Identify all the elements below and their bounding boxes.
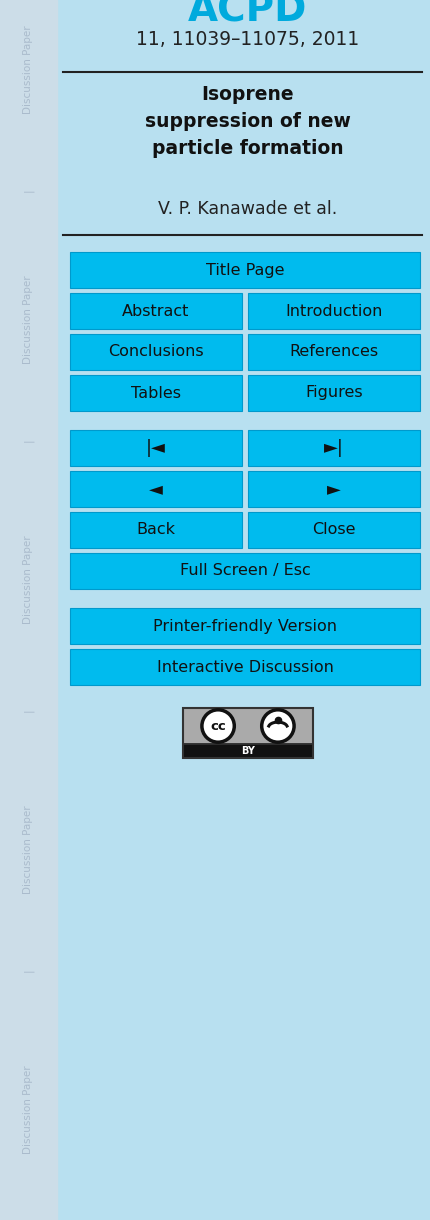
Text: Conclusions: Conclusions bbox=[108, 344, 204, 360]
Circle shape bbox=[202, 710, 234, 742]
Text: Printer-friendly Version: Printer-friendly Version bbox=[153, 619, 337, 633]
FancyBboxPatch shape bbox=[70, 429, 242, 466]
Text: Introduction: Introduction bbox=[286, 304, 383, 318]
Text: Discussion Paper: Discussion Paper bbox=[23, 1066, 33, 1154]
Text: |: | bbox=[23, 438, 33, 442]
FancyBboxPatch shape bbox=[70, 608, 420, 644]
Text: Interactive Discussion: Interactive Discussion bbox=[157, 660, 333, 675]
Bar bbox=[0, 0, 57, 1220]
Text: Title Page: Title Page bbox=[206, 262, 284, 277]
Text: Discussion Paper: Discussion Paper bbox=[23, 805, 33, 894]
FancyBboxPatch shape bbox=[248, 512, 420, 548]
Text: Full Screen / Esc: Full Screen / Esc bbox=[180, 564, 310, 578]
FancyBboxPatch shape bbox=[248, 429, 420, 466]
Text: ACPD: ACPD bbox=[188, 0, 308, 30]
FancyBboxPatch shape bbox=[70, 471, 242, 508]
Text: References: References bbox=[289, 344, 378, 360]
FancyBboxPatch shape bbox=[70, 553, 420, 589]
Text: 11, 11039–11075, 2011: 11, 11039–11075, 2011 bbox=[136, 30, 359, 49]
Text: Close: Close bbox=[312, 522, 356, 538]
Text: Discussion Paper: Discussion Paper bbox=[23, 536, 33, 625]
FancyBboxPatch shape bbox=[183, 708, 313, 744]
Text: ►|: ►| bbox=[324, 439, 344, 458]
Text: |: | bbox=[23, 188, 33, 192]
Text: |: | bbox=[23, 969, 33, 972]
FancyBboxPatch shape bbox=[70, 334, 242, 370]
Circle shape bbox=[262, 710, 294, 742]
FancyBboxPatch shape bbox=[70, 293, 242, 329]
FancyBboxPatch shape bbox=[70, 253, 420, 288]
Text: Figures: Figures bbox=[305, 386, 363, 400]
FancyBboxPatch shape bbox=[183, 744, 313, 758]
Text: cc: cc bbox=[210, 720, 226, 732]
Text: V. P. Kanawade et al.: V. P. Kanawade et al. bbox=[158, 200, 338, 218]
Text: Discussion Paper: Discussion Paper bbox=[23, 26, 33, 115]
FancyBboxPatch shape bbox=[70, 375, 242, 411]
FancyBboxPatch shape bbox=[248, 471, 420, 508]
Text: ◄: ◄ bbox=[149, 479, 163, 498]
Text: BY: BY bbox=[241, 745, 255, 756]
Text: Abstract: Abstract bbox=[122, 304, 190, 318]
Text: Back: Back bbox=[136, 522, 175, 538]
Text: Discussion Paper: Discussion Paper bbox=[23, 276, 33, 365]
FancyBboxPatch shape bbox=[248, 334, 420, 370]
Text: Isoprene
suppression of new
particle formation: Isoprene suppression of new particle for… bbox=[145, 85, 351, 159]
Text: |◄: |◄ bbox=[146, 439, 166, 458]
Text: |: | bbox=[23, 708, 33, 711]
FancyBboxPatch shape bbox=[248, 375, 420, 411]
FancyBboxPatch shape bbox=[248, 293, 420, 329]
FancyBboxPatch shape bbox=[70, 649, 420, 684]
FancyBboxPatch shape bbox=[70, 512, 242, 548]
Text: Tables: Tables bbox=[131, 386, 181, 400]
Text: ►: ► bbox=[327, 479, 341, 498]
